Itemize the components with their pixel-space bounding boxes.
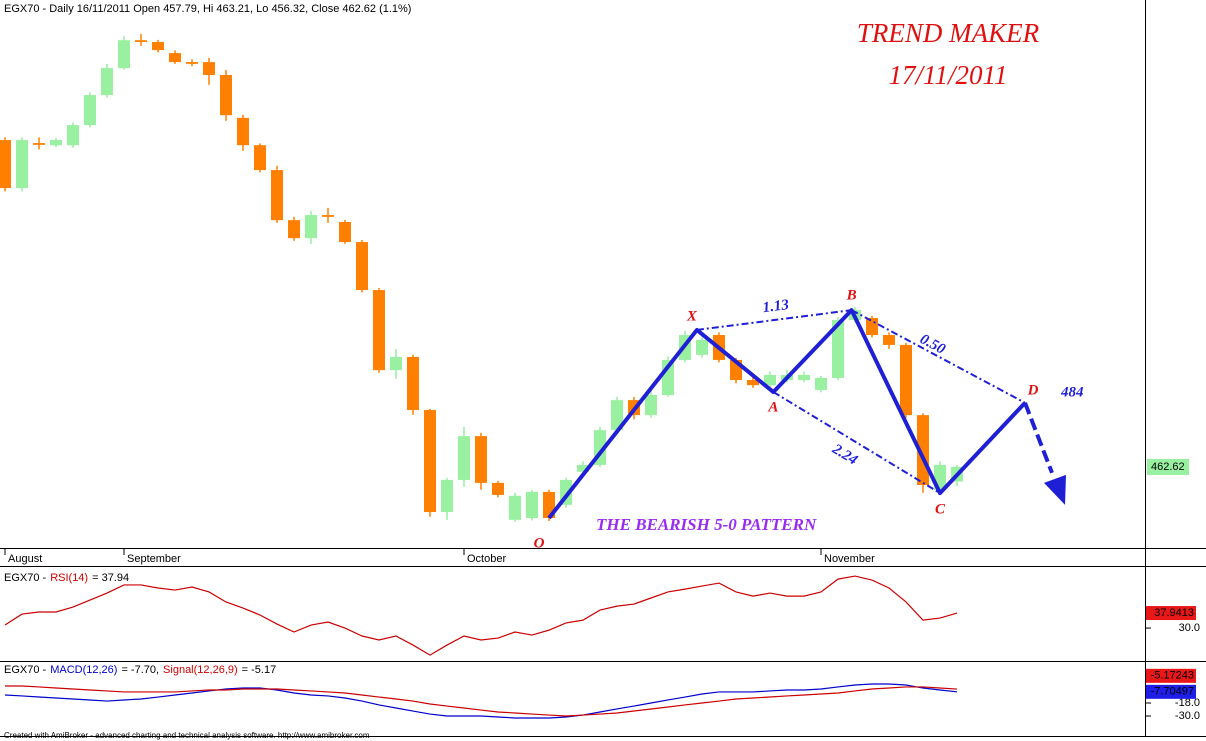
last-price-box bbox=[1147, 458, 1189, 475]
candle-body bbox=[16, 140, 28, 189]
value-label-box bbox=[1146, 684, 1196, 699]
candle-body bbox=[84, 95, 96, 126]
y-tick-label: -18.0 bbox=[1175, 697, 1200, 709]
candle-body bbox=[186, 62, 198, 64]
point-label: A bbox=[767, 399, 778, 415]
series-line bbox=[5, 685, 958, 717]
arrow-head bbox=[1044, 474, 1066, 505]
point-price-label: 484 bbox=[1060, 384, 1084, 400]
value-label: 37.9413 bbox=[1154, 607, 1194, 619]
candle-body bbox=[305, 215, 317, 239]
value-label-box bbox=[1146, 668, 1196, 683]
y-tick-label: 30.0 bbox=[1179, 622, 1200, 634]
candle-body bbox=[424, 410, 436, 513]
candle-body bbox=[67, 125, 79, 146]
legend-entry: MACD(12,26) bbox=[50, 664, 117, 676]
candle-body bbox=[798, 374, 810, 381]
candle-body bbox=[900, 344, 912, 416]
x-tick-label: November bbox=[824, 553, 875, 565]
candle-body bbox=[356, 242, 368, 291]
series-line bbox=[4, 683, 958, 719]
point-label: C bbox=[935, 502, 946, 518]
candle-body bbox=[33, 143, 45, 145]
point-label: O bbox=[534, 535, 545, 551]
candle-body bbox=[645, 395, 657, 416]
candle-body bbox=[492, 482, 504, 495]
candle-body bbox=[237, 117, 249, 146]
readout: = -5.17 bbox=[242, 664, 277, 676]
indicator-name: RSI(14) bbox=[50, 572, 88, 584]
point-label: X bbox=[686, 308, 698, 324]
last-price-label: 462.62 bbox=[1151, 461, 1185, 473]
candle-body bbox=[254, 145, 266, 171]
candle-body bbox=[509, 495, 521, 520]
chart-subtitle: 17/11/2011 bbox=[889, 60, 1008, 90]
candle-body bbox=[152, 41, 164, 51]
candle-body bbox=[101, 68, 113, 96]
value-label: -7.70497 bbox=[1151, 686, 1194, 698]
candle-body bbox=[526, 491, 538, 519]
candle-body bbox=[832, 320, 844, 378]
ratio-line bbox=[772, 391, 941, 494]
candle-body bbox=[169, 53, 181, 63]
ratio-line bbox=[851, 309, 1026, 404]
candle-body bbox=[50, 140, 62, 146]
rsi-header: EGX70 - RSI(14) = 37.94 bbox=[4, 572, 129, 584]
ratio-label: 1.13 bbox=[762, 297, 791, 316]
candle-body bbox=[373, 290, 385, 371]
candle-body bbox=[611, 400, 623, 431]
candle-body bbox=[288, 220, 300, 239]
pattern-line bbox=[547, 308, 1027, 520]
candle-body bbox=[747, 380, 759, 386]
readout: = -7.70, bbox=[121, 664, 159, 676]
point-label: D bbox=[1027, 382, 1039, 398]
chart-title: TREND MAKER bbox=[857, 18, 1040, 48]
footer: Created with AmiBroker - advanced charti… bbox=[4, 731, 370, 740]
candle-body bbox=[135, 40, 147, 42]
candle-body bbox=[339, 221, 351, 243]
candle-body bbox=[577, 464, 589, 472]
candle-body bbox=[322, 215, 334, 217]
point-label: B bbox=[846, 288, 857, 304]
candle-body bbox=[407, 356, 419, 411]
legend-entry: Signal(12,26,9) bbox=[163, 664, 238, 676]
x-tick-label: September bbox=[127, 553, 181, 565]
x-tick-label: October bbox=[467, 553, 506, 565]
value-label-box bbox=[1146, 606, 1196, 621]
candle-body bbox=[390, 356, 402, 371]
x-tick-label: August bbox=[8, 553, 42, 565]
candle-body bbox=[866, 317, 878, 336]
ticker: EGX70 - bbox=[4, 664, 47, 676]
pattern-annotation: THE BEARISH 5-0 PATTERN bbox=[596, 515, 817, 534]
candle-body bbox=[815, 377, 827, 390]
ratio-line bbox=[696, 309, 852, 331]
candle-body bbox=[475, 436, 487, 483]
candle-body bbox=[0, 140, 11, 189]
candle-body bbox=[220, 74, 232, 116]
candle-body bbox=[203, 62, 215, 75]
price-header: EGX70 - Daily 16/11/2011 Open 457.79, Hi… bbox=[4, 3, 411, 15]
candle-body bbox=[118, 40, 130, 69]
macd-header: EGX70 - MACD(12,26) = -7.70, Signal(12,26,9… bbox=[4, 664, 276, 676]
candle-body bbox=[271, 170, 283, 221]
readout: = 37.94 bbox=[92, 572, 129, 584]
projection-arrow bbox=[1023, 402, 1054, 474]
candle-body bbox=[441, 479, 453, 513]
series-line bbox=[4, 575, 958, 656]
candle-body bbox=[696, 339, 708, 355]
candle-body bbox=[458, 436, 470, 480]
value-label: -5.17243 bbox=[1151, 670, 1194, 682]
y-tick-label: -30.0 bbox=[1175, 710, 1200, 722]
candle-body bbox=[883, 335, 895, 345]
ticker: EGX70 - bbox=[4, 572, 47, 584]
candle-body bbox=[764, 374, 776, 386]
